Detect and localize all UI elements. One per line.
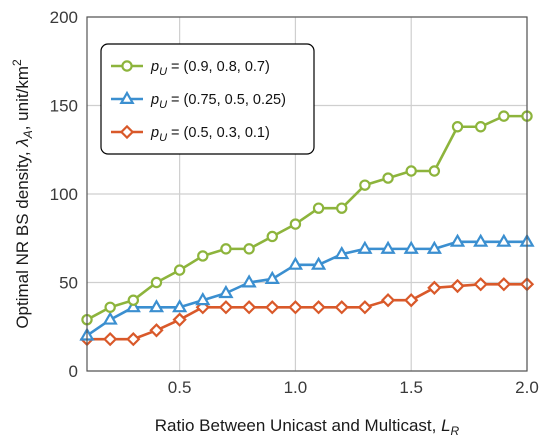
data-point <box>474 121 487 133</box>
legend-entry: pU = (0.9, 0.8, 0.7) <box>111 59 270 78</box>
data-point <box>496 277 511 292</box>
data-point <box>288 300 303 315</box>
legend-box <box>100 43 315 155</box>
x-tick-label: 1.5 <box>399 378 423 397</box>
y-tick-label: 100 <box>50 185 78 204</box>
legend-label: pU = (0.5, 0.3, 0.1) <box>150 125 270 144</box>
data-point <box>287 256 304 270</box>
data-point <box>359 179 371 191</box>
y-tick-label: 200 <box>50 8 78 27</box>
data-point <box>127 294 140 306</box>
x-tick-label: 2.0 <box>515 378 539 397</box>
data-point <box>357 240 373 254</box>
x-tick-label: 0.5 <box>168 378 192 397</box>
data-point <box>173 264 186 276</box>
data-point <box>149 323 164 338</box>
data-point <box>428 165 441 177</box>
data-point <box>172 299 188 313</box>
data-point <box>265 300 280 315</box>
data-point <box>473 277 488 292</box>
data-point <box>334 245 350 260</box>
data-point <box>310 256 327 270</box>
data-point <box>195 300 210 315</box>
data-point <box>312 202 325 214</box>
data-point <box>382 172 394 184</box>
data-point <box>218 284 234 299</box>
legend-entry: pU = (0.5, 0.3, 0.1) <box>111 124 270 144</box>
data-point <box>195 291 211 306</box>
data-point <box>220 243 232 255</box>
data-point <box>380 240 396 254</box>
data-point <box>148 299 165 313</box>
data-point <box>496 233 512 247</box>
data-point <box>449 233 466 247</box>
data-point <box>473 233 489 247</box>
x-tick-label: 1.0 <box>284 378 308 397</box>
data-point <box>104 301 116 313</box>
data-point <box>241 274 257 288</box>
legend-entry: pU = (0.75, 0.5, 0.25) <box>111 90 286 111</box>
tick-labels: 0.5 1.0 1.5 2.0 0 50 100 150 200 <box>50 8 539 397</box>
data-point <box>172 312 187 327</box>
x-axis-label: Ratio Between Unicast and Multicast, LR <box>155 416 460 438</box>
data-point <box>126 331 141 347</box>
data-point <box>380 293 396 308</box>
legend: pU = (0.9, 0.8, 0.7) pU = (0.75, 0.5, 0.2… <box>100 43 315 155</box>
data-point <box>125 299 141 313</box>
data-point <box>311 300 326 315</box>
data-point <box>243 243 255 255</box>
data-point <box>218 300 234 315</box>
data-point <box>451 121 464 133</box>
legend-marker <box>121 60 133 72</box>
data-point <box>450 278 465 294</box>
legend-label: pU = (0.75, 0.5, 0.25) <box>150 92 286 111</box>
data-point <box>427 280 442 295</box>
plot-frame <box>86 16 528 372</box>
y-tick-label: 50 <box>59 274 78 293</box>
data-point <box>264 270 280 284</box>
y-tick-label: 0 <box>69 362 78 381</box>
data-point <box>334 300 349 315</box>
y-axis-label: Optimal NR BS density, λA, unit/km2 <box>10 59 35 329</box>
data-point <box>150 276 163 289</box>
data-point <box>102 311 118 325</box>
data-point <box>426 240 442 254</box>
data-point <box>266 230 278 243</box>
data-point <box>336 202 348 214</box>
data-point <box>403 240 419 254</box>
data-point <box>404 293 419 308</box>
legend-marker <box>119 124 135 140</box>
data-point <box>197 250 209 262</box>
data-point <box>357 300 373 315</box>
legend-marker <box>119 90 135 105</box>
data-point <box>405 165 417 177</box>
data-point <box>241 300 257 315</box>
y-tick-label: 150 <box>50 97 78 116</box>
data-point <box>289 218 302 230</box>
data-point <box>103 331 118 347</box>
legend-label: pU = (0.9, 0.8, 0.7) <box>150 59 270 78</box>
data-point <box>498 110 510 122</box>
